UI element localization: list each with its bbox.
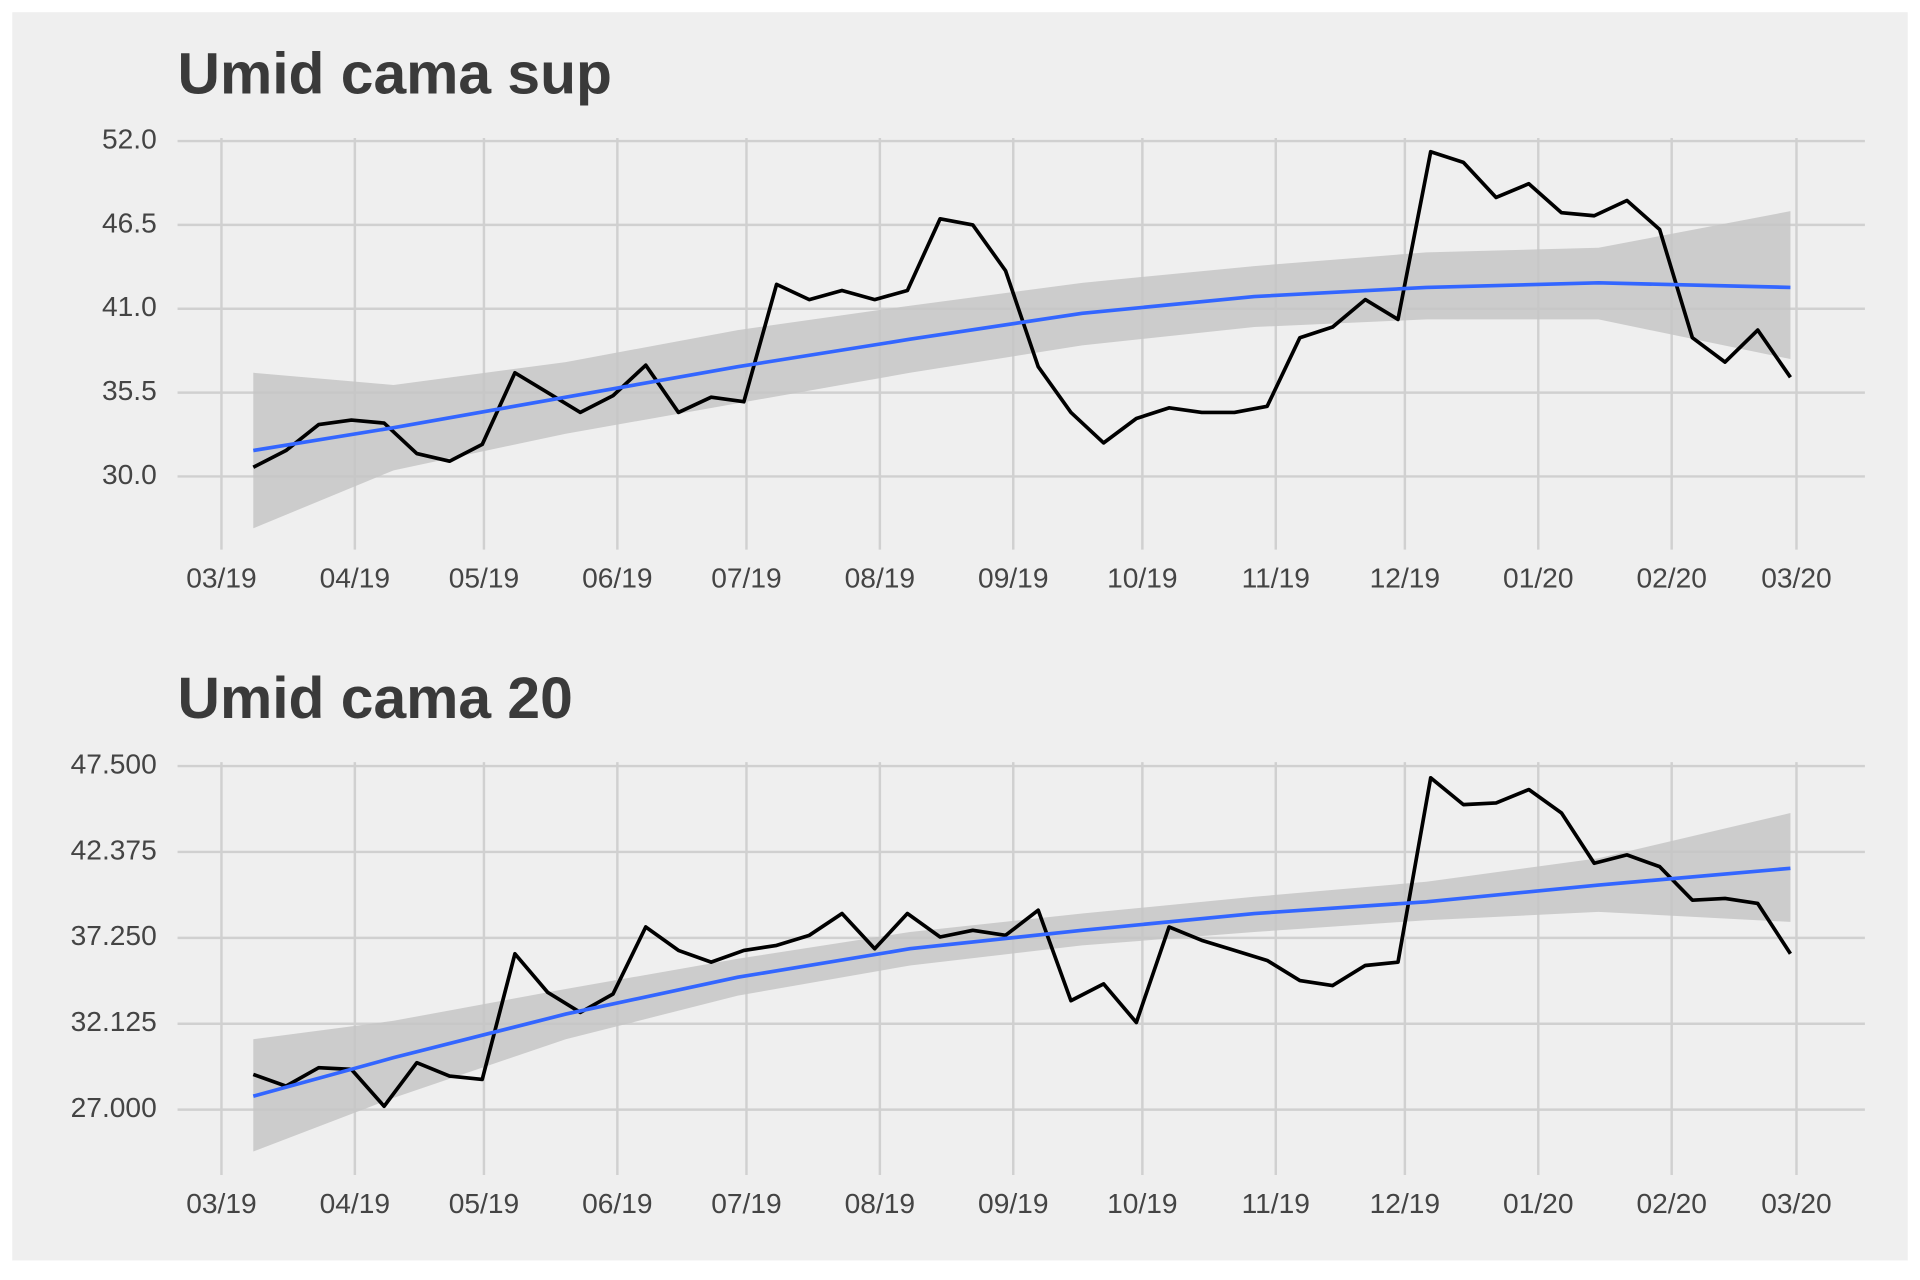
y-tick-label: 46.5: [102, 207, 157, 238]
x-tick-label: 04/19: [320, 1188, 390, 1219]
x-tick-label: 08/19: [845, 563, 915, 594]
y-tick-label: 52.0: [102, 123, 157, 154]
y-tick-label: 30.0: [102, 459, 157, 490]
x-tick-label: 06/19: [582, 1188, 652, 1219]
x-tick-label: 12/19: [1370, 1188, 1440, 1219]
chart-title: Umid cama sup: [178, 42, 612, 107]
y-tick-label: 47.500: [71, 749, 157, 780]
x-tick-label: 08/19: [845, 1188, 915, 1219]
x-tick-label: 01/20: [1503, 563, 1573, 594]
x-tick-label: 11/19: [1242, 563, 1310, 594]
x-tick-label: 11/19: [1242, 1188, 1310, 1219]
x-tick-label: 12/19: [1370, 563, 1440, 594]
y-tick-label: 37.250: [71, 920, 157, 951]
y-tick-label: 27.000: [71, 1092, 157, 1123]
trend-line: [252, 280, 1791, 453]
x-tick-label: 03/19: [186, 563, 256, 594]
x-tick-label: 10/19: [1107, 563, 1177, 594]
x-tick-label: 03/20: [1761, 1188, 1831, 1219]
x-tick-label: 07/19: [711, 1188, 781, 1219]
data-line: [252, 149, 1792, 469]
x-tick-label: 09/19: [978, 1188, 1048, 1219]
y-tick-label: 41.0: [102, 291, 157, 322]
confidence-band: [253, 211, 1791, 529]
x-tick-label: 04/19: [320, 563, 390, 594]
chart-title: Umid cama 20: [178, 666, 573, 731]
x-tick-label: 05/19: [449, 1188, 519, 1219]
x-tick-label: 05/19: [449, 563, 519, 594]
x-tick-label: 02/20: [1636, 1188, 1706, 1219]
y-tick-label: 32.125: [71, 1006, 157, 1037]
x-tick-label: 07/19: [711, 563, 781, 594]
confidence-band: [253, 813, 1791, 1152]
x-tick-label: 03/20: [1761, 563, 1831, 594]
data-line: [252, 775, 1792, 1109]
x-tick-label: 06/19: [582, 563, 652, 594]
y-tick-label: 42.375: [71, 834, 157, 865]
x-tick-label: 09/19: [978, 563, 1048, 594]
x-tick-label: 03/19: [186, 1188, 256, 1219]
x-tick-label: 02/20: [1636, 563, 1706, 594]
y-tick-label: 35.5: [102, 375, 157, 406]
x-tick-label: 01/20: [1503, 1188, 1573, 1219]
trend-line: [252, 866, 1791, 1098]
x-tick-label: 10/19: [1107, 1188, 1177, 1219]
